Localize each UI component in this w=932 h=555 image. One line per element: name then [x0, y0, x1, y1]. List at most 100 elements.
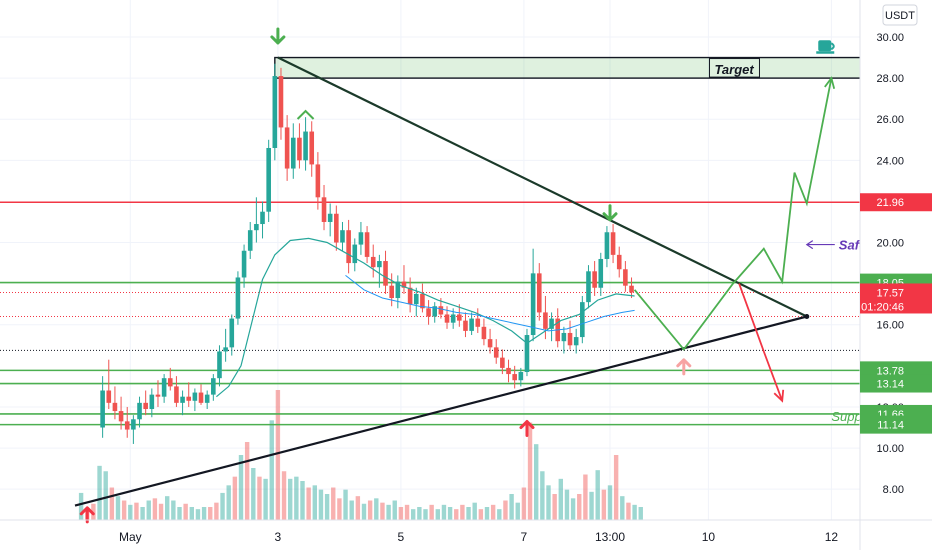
candle-body — [407, 287, 413, 305]
candle-body — [334, 213, 339, 243]
volume-bar — [546, 485, 551, 520]
volume-bar — [435, 509, 440, 520]
price-badge-11-14-text: 11.14 — [877, 420, 904, 432]
volume-bar — [318, 489, 324, 520]
volume-bar — [558, 478, 563, 520]
candle-body — [536, 273, 542, 313]
volume-bar — [515, 502, 520, 520]
projections-layer — [633, 76, 836, 403]
volume-bar — [472, 502, 477, 520]
volume-bar — [497, 509, 502, 520]
price-badge-21-96 — [860, 193, 932, 212]
volume-bar — [324, 494, 330, 520]
volume-bar — [251, 468, 256, 520]
volume-bar — [374, 498, 379, 520]
coffee-cup-saucer — [816, 51, 835, 54]
candle-body — [561, 332, 567, 342]
candle-body — [524, 335, 530, 373]
volume-bar — [288, 478, 293, 520]
volume-bar — [484, 507, 490, 520]
candle-body — [340, 230, 345, 243]
candle-body — [487, 339, 493, 348]
price-tick-label: 10.00 — [876, 443, 904, 455]
currency-label: USDT — [885, 10, 915, 22]
candle-body — [131, 419, 136, 430]
ascending-support-trendline — [74, 315, 808, 507]
price-badge-13-14 — [860, 374, 932, 393]
candle-body — [580, 302, 585, 338]
bearish-path — [738, 283, 784, 402]
price-badge-21-96-text: 21.96 — [876, 197, 904, 209]
volume-bar — [165, 496, 170, 520]
price-badge-13-14-text: 13.14 — [876, 379, 904, 391]
time-tick-label: 3 — [275, 530, 282, 544]
volume-bar — [97, 465, 102, 520]
candle-body — [186, 396, 192, 401]
moving-averages-layer — [216, 237, 635, 398]
candle-body — [235, 277, 241, 319]
grid-layer — [0, 0, 860, 520]
candle-body — [432, 306, 438, 317]
candle-body — [444, 314, 450, 323]
candles-layer — [100, 63, 634, 444]
candle-body — [217, 351, 222, 379]
target-label-box — [708, 58, 760, 78]
trendline-apex — [804, 314, 810, 320]
candle-body — [395, 281, 401, 299]
candle-body — [616, 254, 622, 270]
bullish-path — [633, 77, 833, 351]
candle-body — [610, 232, 616, 255]
volume-bar — [177, 507, 182, 520]
time-axis[interactable]: May 3 5 7 13:00 10 12 — [0, 519, 932, 544]
volume-bar — [121, 500, 127, 520]
candle-body — [450, 314, 456, 323]
candle-body — [229, 318, 235, 348]
candle-body — [112, 402, 118, 412]
volume-bar — [171, 500, 176, 520]
volume-bar — [134, 502, 139, 520]
price-tick-label: 32.00 — [876, 0, 904, 3]
candle-body — [518, 372, 524, 381]
candle-body — [100, 390, 105, 428]
candle-body — [506, 367, 511, 375]
volume-bar — [275, 390, 281, 520]
volume-bar — [429, 504, 434, 520]
bullish-path-arrowhead — [824, 76, 836, 89]
volume-bar — [466, 507, 471, 520]
currency-box[interactable]: USDT — [882, 4, 918, 26]
volume-bar — [583, 474, 588, 520]
candle-body — [198, 392, 204, 403]
candle-body — [266, 147, 271, 212]
candle-body — [223, 347, 228, 352]
candle-body — [426, 308, 431, 317]
volume-bar — [78, 492, 84, 520]
volume-bar — [294, 476, 299, 520]
price-badge-13-78-text: 13.78 — [876, 365, 904, 377]
volume-bar — [447, 507, 453, 520]
current-price-badge-text: 17.57 — [876, 287, 904, 299]
candle-body — [106, 390, 112, 403]
time-tick-label: 13:00 — [595, 530, 625, 544]
candle-body — [155, 394, 161, 397]
down-arrow-mid — [602, 204, 618, 222]
volume-bar — [398, 507, 404, 520]
volume-bar — [367, 500, 373, 520]
volume-bar — [109, 487, 115, 520]
volume-bar — [312, 485, 317, 520]
coffee-cup-icon — [818, 40, 832, 52]
volume-bar — [534, 444, 539, 520]
volume-bar — [595, 470, 600, 520]
candle-body — [481, 326, 487, 340]
volume-bar — [404, 504, 410, 520]
candle-body — [463, 320, 468, 331]
price-badge-11-14 — [860, 415, 932, 434]
volume-bar — [552, 494, 557, 520]
target-zone-layer — [274, 40, 891, 79]
volume-bar — [349, 500, 354, 520]
candle-body — [401, 281, 407, 288]
volume-bar — [589, 491, 594, 520]
volume-bar — [115, 496, 121, 520]
markers-layer — [79, 27, 692, 524]
candle-body — [438, 306, 444, 315]
